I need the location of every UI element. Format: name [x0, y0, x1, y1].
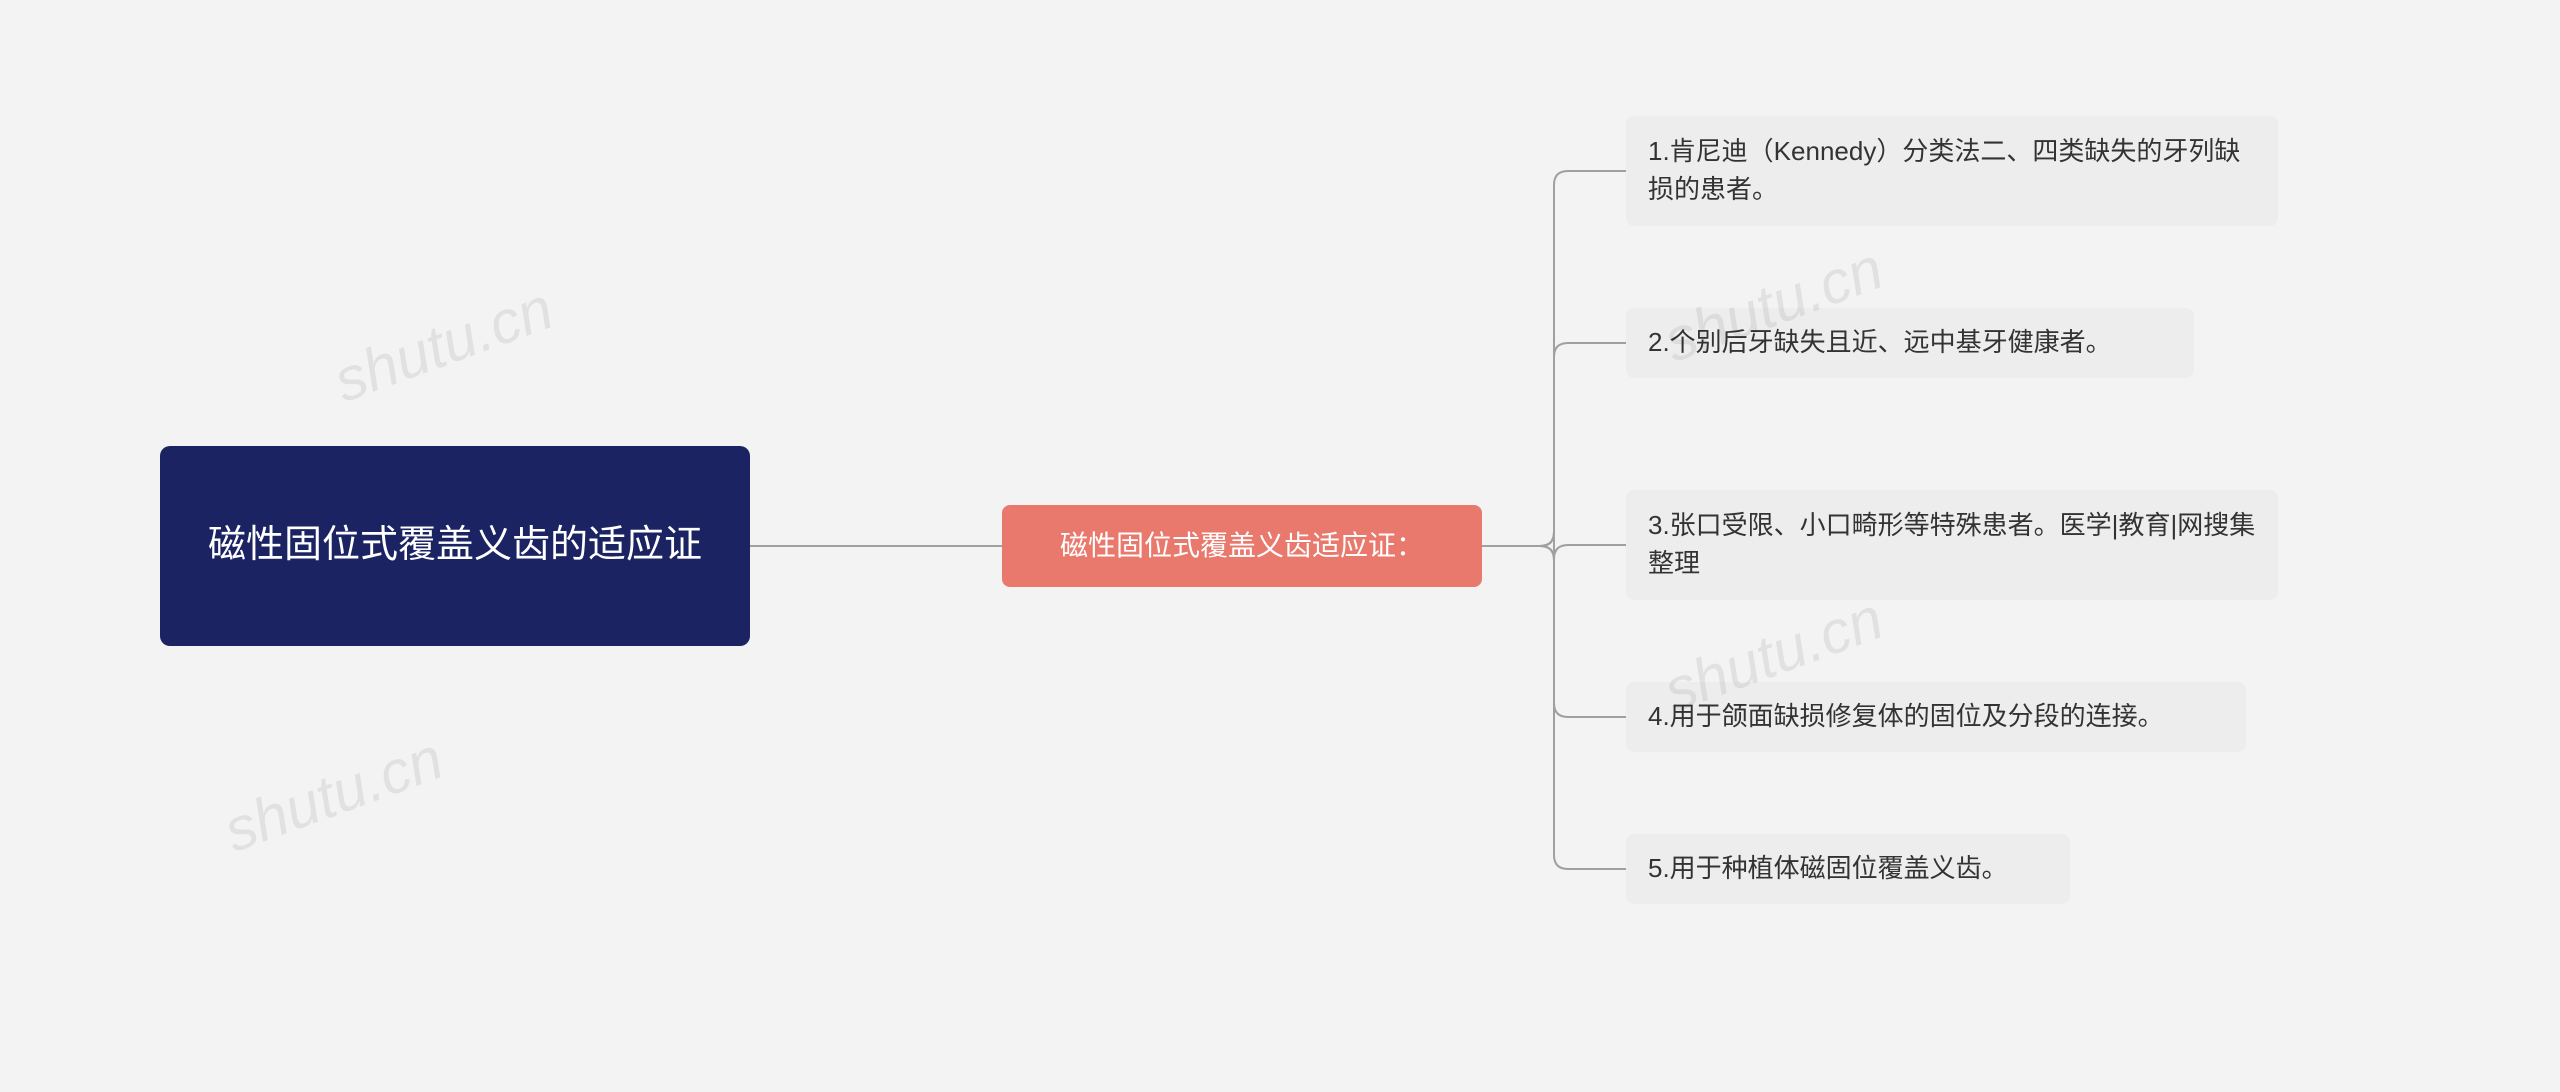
root-node: 磁性固位式覆盖义齿的适应证 — [160, 446, 750, 646]
leaf-node-1-text: 1.肯尼迪（Kennedy）分类法二、四类缺失的牙列缺损的患者。 — [1648, 133, 2256, 208]
mindmap-canvas: { "background_color": "#f3f3f3", "connec… — [0, 0, 2560, 1092]
watermark-2: shutu.cn — [215, 723, 452, 865]
leaf-node-5-text: 5.用于种植体磁固位覆盖义齿。 — [1648, 850, 2008, 888]
watermark-1: shutu.cn — [325, 273, 562, 415]
leaf-node-4-text: 4.用于颌面缺损修复体的固位及分段的连接。 — [1648, 698, 2164, 736]
leaf-node-2-text: 2.个别后牙缺失且近、远中基牙健康者。 — [1648, 324, 2112, 362]
root-node-text: 磁性固位式覆盖义齿的适应证 — [208, 518, 702, 573]
leaf-node-1: 1.肯尼迪（Kennedy）分类法二、四类缺失的牙列缺损的患者。 — [1626, 116, 2278, 226]
secondary-node: 磁性固位式覆盖义齿适应证： — [1002, 505, 1482, 587]
secondary-node-text: 磁性固位式覆盖义齿适应证： — [1060, 526, 1424, 567]
leaf-node-5: 5.用于种植体磁固位覆盖义齿。 — [1626, 834, 2070, 904]
leaf-node-2: 2.个别后牙缺失且近、远中基牙健康者。 — [1626, 308, 2194, 378]
leaf-node-4: 4.用于颌面缺损修复体的固位及分段的连接。 — [1626, 682, 2246, 752]
leaf-node-3-text: 3.张口受限、小口畸形等特殊患者。医学|教育|网搜集整理 — [1648, 507, 2256, 582]
leaf-node-3: 3.张口受限、小口畸形等特殊患者。医学|教育|网搜集整理 — [1626, 490, 2278, 600]
